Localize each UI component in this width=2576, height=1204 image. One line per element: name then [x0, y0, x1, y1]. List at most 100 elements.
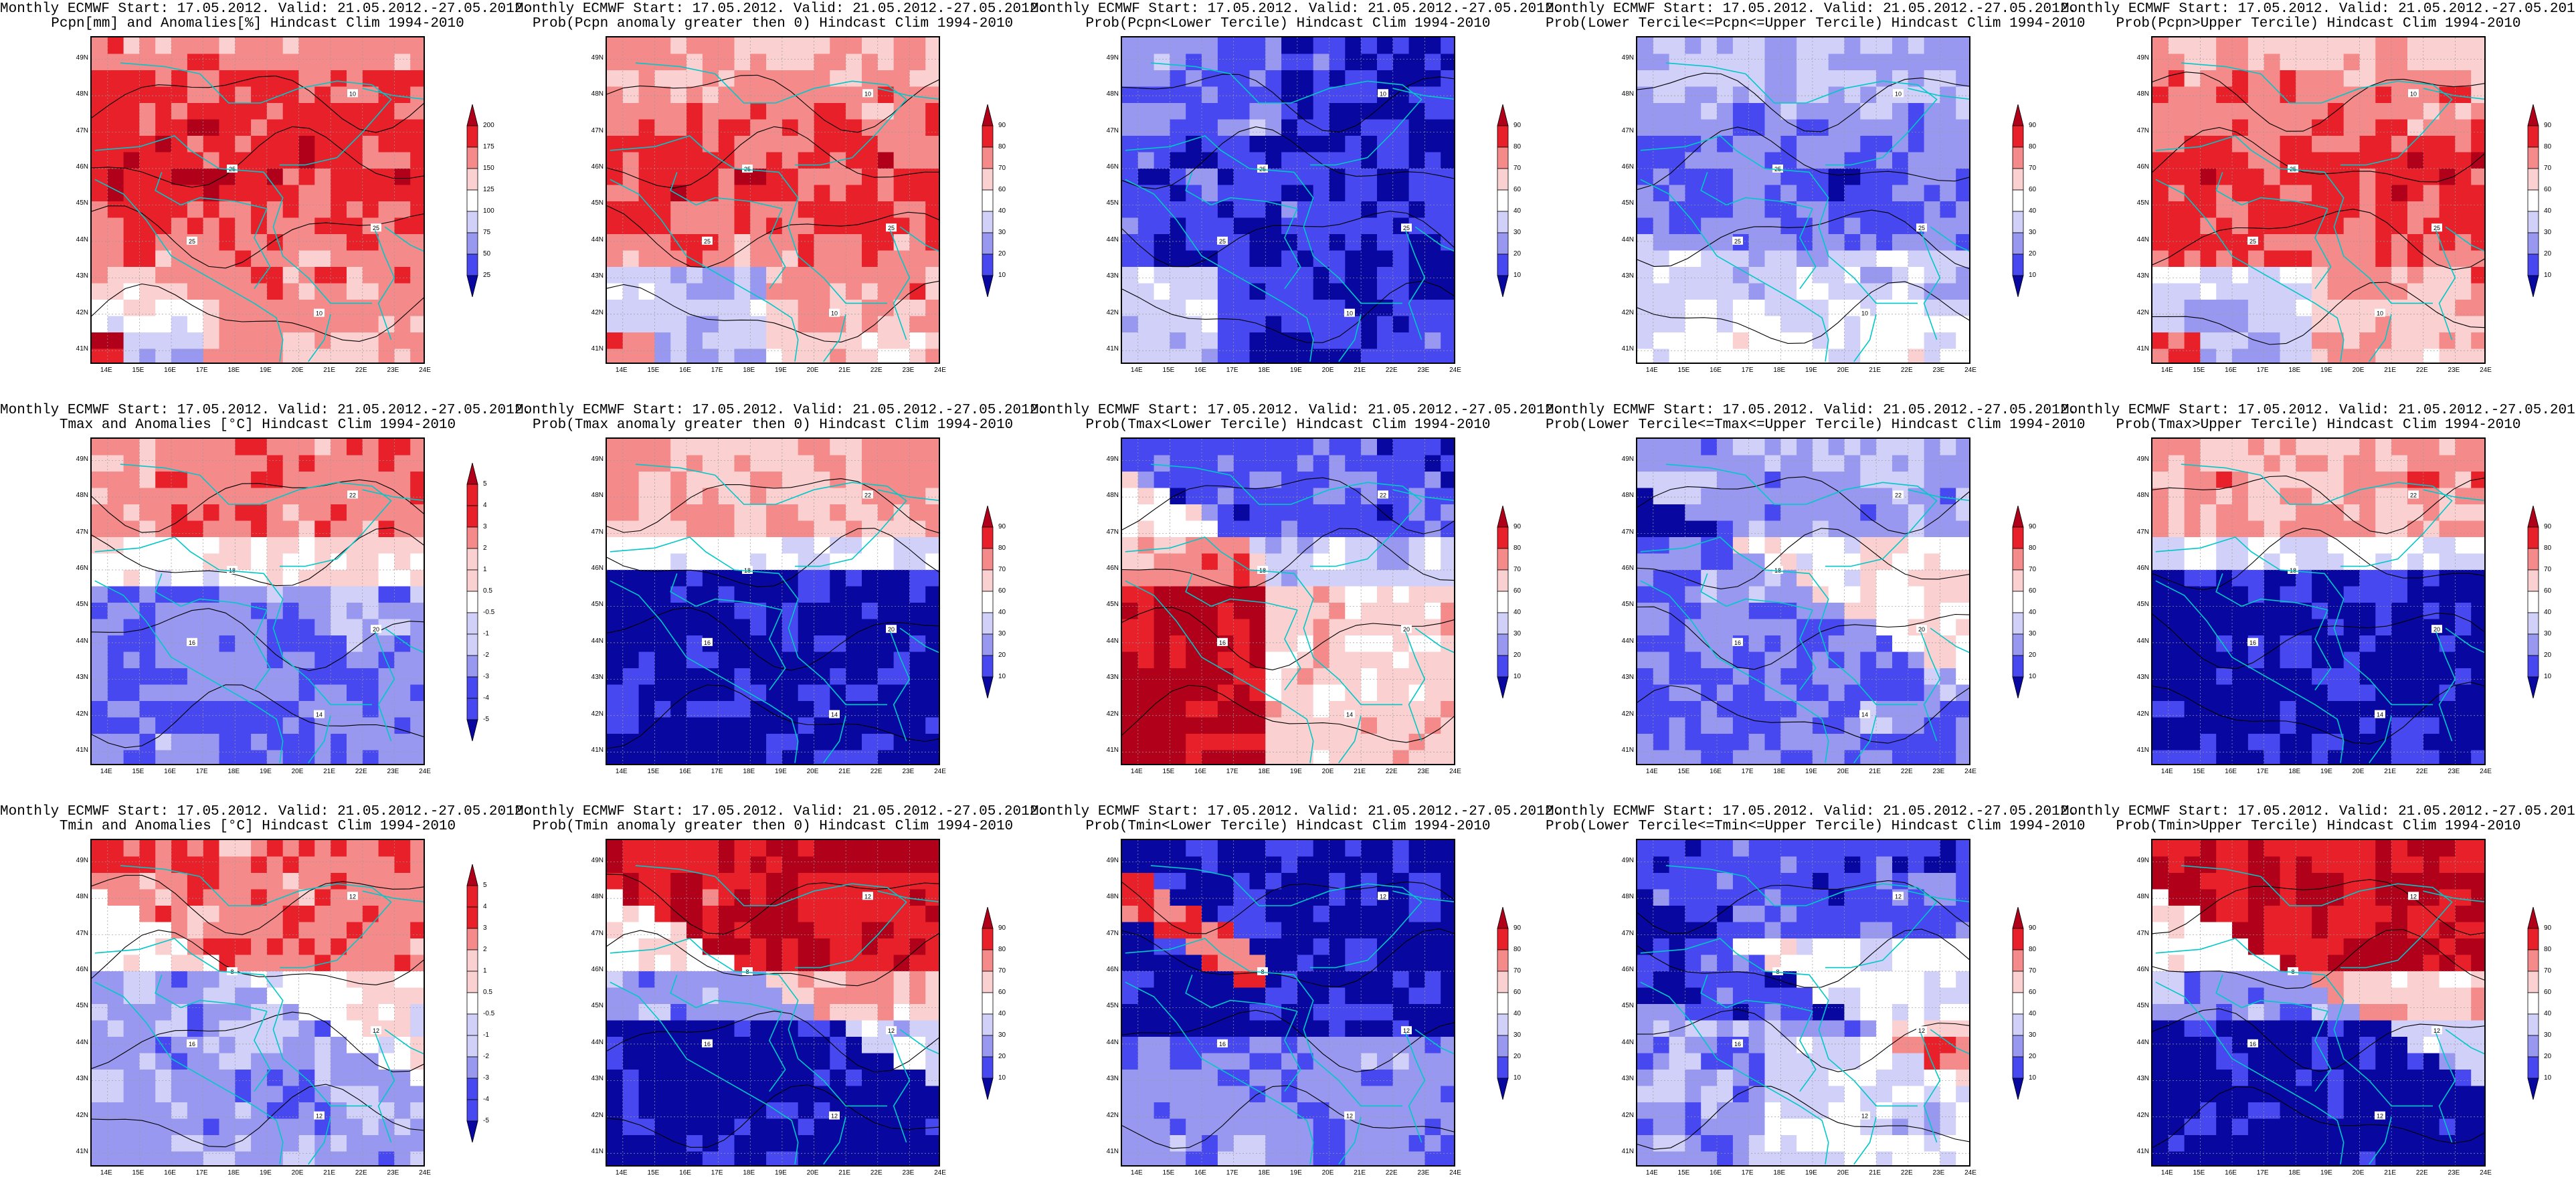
field-cell: [1940, 734, 1956, 751]
field-cell: [1924, 520, 1940, 538]
field-cell: [347, 603, 363, 620]
field-cell: [798, 250, 815, 268]
field-cell: [1780, 603, 1797, 620]
field-cell: [1313, 316, 1330, 333]
longitude-label: 14E: [100, 768, 112, 775]
field-cell: [1408, 520, 1425, 538]
field-cell: [798, 103, 815, 120]
longitude-label: 22E: [1900, 768, 1913, 775]
field-cell: [781, 169, 799, 186]
field-cell: [1812, 668, 1829, 686]
field-cell: [1122, 504, 1139, 522]
field-cell: [607, 586, 624, 603]
field-cell: [1233, 455, 1251, 472]
field-cell: [2152, 750, 2169, 764]
field-cell: [2200, 300, 2217, 317]
field-cell: [1408, 332, 1425, 350]
field-cell: [670, 103, 687, 120]
field-cell: [814, 332, 830, 350]
colorbar-graphic: [2012, 104, 2024, 298]
field-cell: [251, 586, 268, 603]
field-cell: [1924, 234, 1940, 252]
isoline-label: 10: [1859, 308, 1870, 317]
field-cell: [2455, 537, 2472, 555]
field-cell: [1345, 635, 1362, 653]
field-cell: [1764, 217, 1781, 235]
field-cell: [1701, 701, 1718, 718]
field-cell: [1844, 136, 1861, 153]
country-border: [1700, 573, 1813, 611]
field-cell: [862, 635, 879, 653]
field-cell: [2168, 37, 2185, 55]
field-cell: [702, 701, 719, 718]
field-cell: [862, 37, 879, 55]
field-cell: [1844, 684, 1861, 702]
field-cell: [1860, 348, 1877, 363]
field-cell: [1748, 119, 1766, 136]
field-cell: [251, 750, 268, 764]
field-cell: [1202, 619, 1218, 636]
field-cell: [925, 684, 939, 702]
field-cell: [1137, 488, 1155, 505]
field-cell: [1265, 201, 1282, 219]
field-cell: [862, 603, 879, 620]
field-cell: [123, 103, 140, 120]
field-cell: [1637, 651, 1654, 669]
field-cell: [2359, 750, 2376, 764]
field-cell: [1217, 439, 1234, 456]
field-cell: [1924, 201, 1940, 219]
field-cell: [1780, 70, 1797, 88]
field-cell: [2407, 504, 2424, 522]
field-cell: [1361, 619, 1378, 636]
field-cell: [1408, 234, 1425, 252]
field-cell: [702, 734, 719, 751]
field-cell: [378, 553, 395, 571]
field-cell: [298, 651, 315, 669]
longitude-label: 16E: [2225, 367, 2237, 374]
field-cell: [1297, 684, 1314, 702]
field-cell: [893, 586, 910, 603]
colorbar-swatch: [466, 505, 478, 528]
field-cell: [846, 603, 862, 620]
field-cell: [1361, 701, 1378, 718]
colorbar-swatch: [2527, 125, 2539, 148]
longitude-label: 21E: [323, 768, 336, 775]
field-cell: [781, 250, 799, 268]
field-cell: [107, 520, 124, 538]
field-cell: [2152, 37, 2169, 55]
field-cell: [2216, 537, 2233, 555]
field-cell: [2280, 217, 2296, 235]
colorbar-swatch: [1497, 232, 1509, 255]
field-cell: [171, 37, 188, 55]
field-cell: [298, 439, 315, 456]
field-cell: [2280, 488, 2296, 505]
field-cell: [1780, 553, 1797, 571]
field-cell: [1249, 86, 1266, 104]
field-cell: [1441, 103, 1454, 120]
longitude-label: 24E: [934, 768, 946, 775]
field-cell: [2455, 185, 2472, 202]
field-cell: [2359, 103, 2376, 120]
field-cell: [2200, 152, 2217, 169]
field-cell: [607, 488, 624, 505]
field-cell: [2280, 619, 2296, 636]
field-cell: [2247, 684, 2265, 702]
field-cell: [2471, 537, 2484, 555]
colorbar-tick-label: 70: [998, 566, 1006, 573]
field-cell: [862, 283, 879, 300]
field-cell: [1249, 635, 1266, 653]
field-cell: [203, 103, 220, 120]
field-cell: [734, 651, 751, 669]
field-cell: [1345, 488, 1362, 505]
field-cell: [203, 250, 220, 268]
field-cell: [766, 234, 783, 252]
field-cell: [1170, 234, 1186, 252]
field-cell: [1637, 734, 1654, 751]
isoline-label: 25: [702, 236, 713, 245]
field-cell: [92, 217, 108, 235]
field-cell: [1637, 316, 1654, 333]
field-cell: [1329, 152, 1346, 169]
field-cell: [314, 234, 331, 252]
colorbar-tick-label: 20: [2029, 651, 2037, 659]
field-cell: [909, 300, 926, 317]
